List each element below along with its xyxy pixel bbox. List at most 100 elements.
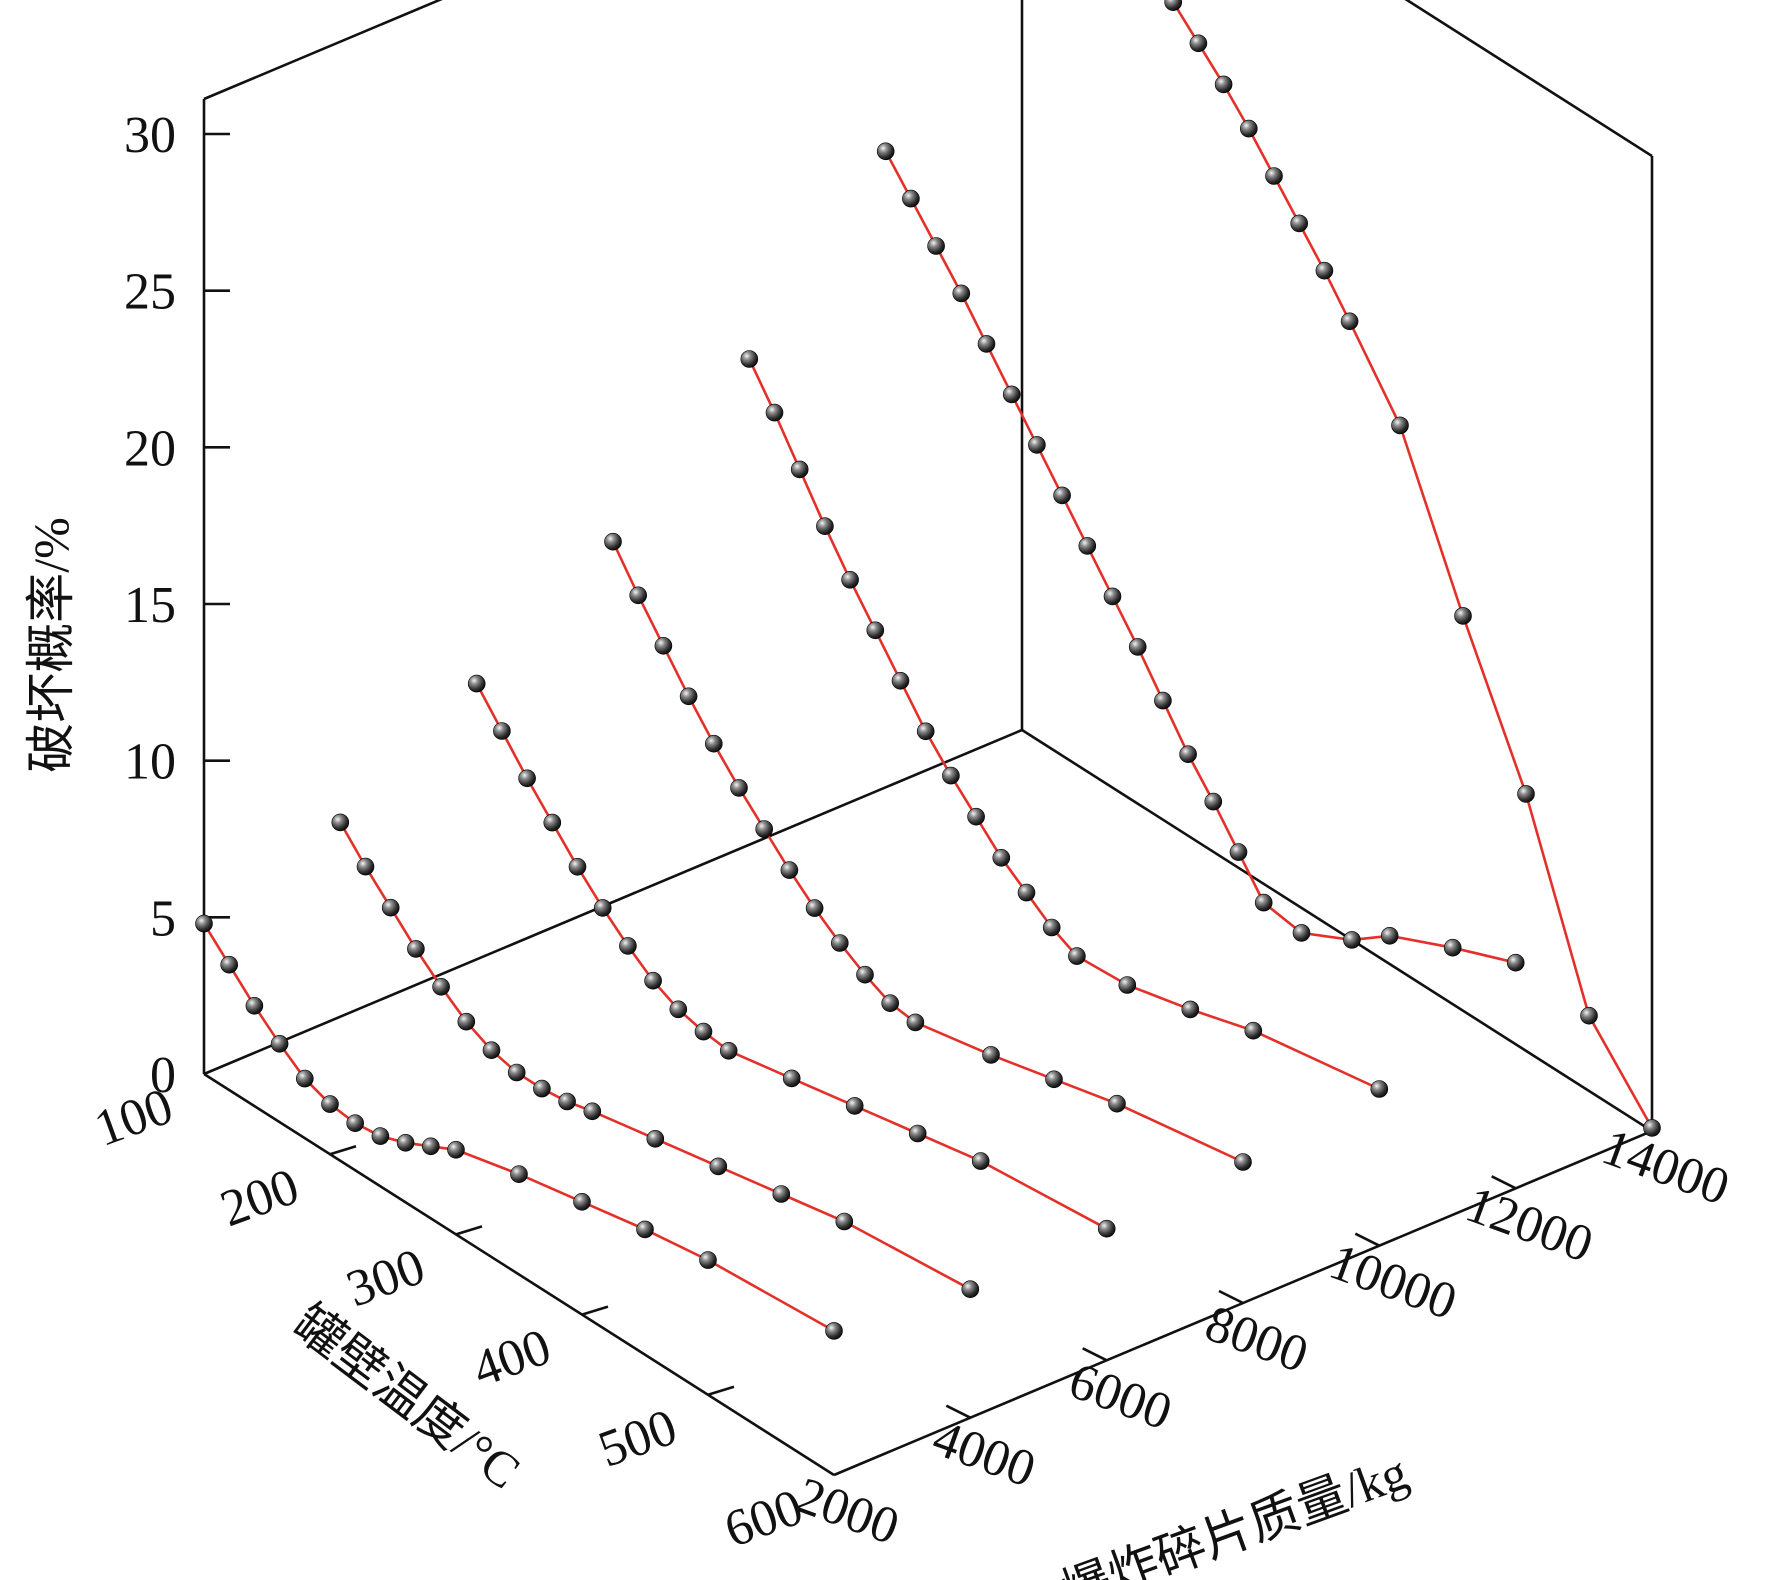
data-point — [967, 807, 985, 826]
data-point — [270, 1035, 289, 1053]
x-tick-label: 300 — [339, 1238, 432, 1318]
data-point — [507, 1063, 526, 1082]
series-2 — [467, 674, 1116, 1238]
data-point — [583, 1102, 602, 1121]
data-point — [1128, 638, 1147, 656]
data-series — [195, 0, 1661, 1340]
data-point — [381, 898, 400, 917]
data-point — [533, 1079, 551, 1098]
data-point — [1340, 312, 1359, 331]
data-point — [331, 813, 350, 832]
data-point — [1103, 587, 1122, 606]
data-point — [1343, 931, 1361, 949]
data-point — [195, 914, 213, 933]
data-point — [482, 1041, 501, 1059]
y-tick-label: 10000 — [1322, 1233, 1464, 1331]
data-point — [1078, 537, 1097, 555]
data-point — [604, 532, 622, 551]
data-point — [619, 937, 637, 955]
data-point — [558, 1092, 576, 1111]
data-point — [1042, 918, 1061, 937]
data-point — [805, 899, 824, 917]
data-point — [644, 971, 662, 990]
data-point — [1443, 938, 1462, 957]
series-4 — [740, 350, 1389, 1098]
data-point — [992, 848, 1011, 867]
data-point — [790, 460, 809, 479]
data-point — [356, 857, 375, 876]
series-5 — [876, 142, 1525, 972]
data-point — [1181, 1000, 1200, 1019]
data-point — [321, 1095, 339, 1113]
series-3 — [604, 532, 1252, 1171]
z-tick-label: 20 — [124, 420, 176, 477]
data-point — [952, 284, 971, 303]
data-point — [432, 977, 450, 996]
x-tick — [329, 1144, 357, 1156]
data-point — [245, 996, 264, 1015]
frame-edge — [203, 0, 443, 101]
data-point — [1154, 691, 1172, 710]
data-point — [1179, 745, 1197, 764]
data-point — [1517, 785, 1535, 803]
z-tick-label: 5 — [150, 890, 176, 947]
data-point — [1045, 1070, 1063, 1089]
frame-edge — [1021, 728, 1653, 1133]
x-tick — [581, 1305, 609, 1316]
x-tick — [707, 1385, 735, 1397]
data-point — [646, 1130, 665, 1148]
y-axis-title: 爆炸碎片质量/kg — [1054, 1443, 1415, 1580]
data-point — [1254, 893, 1273, 912]
data-point — [740, 350, 759, 368]
data-point — [568, 857, 587, 876]
data-point — [755, 820, 774, 838]
data-point — [1229, 843, 1248, 861]
data-point — [699, 1251, 717, 1269]
y-tick — [945, 1404, 971, 1419]
data-point — [906, 1013, 925, 1032]
data-point — [856, 965, 874, 984]
data-point — [510, 1165, 528, 1183]
y-tick-label: 2000 — [789, 1467, 906, 1556]
data-point — [220, 955, 238, 974]
data-point — [845, 1097, 864, 1115]
data-point — [1108, 1094, 1126, 1113]
series-line — [339, 821, 971, 1291]
data-point — [467, 674, 486, 693]
data-point — [982, 1046, 1000, 1064]
x-axis-title: 罐壁温度/°C — [283, 1294, 530, 1500]
data-point — [1391, 416, 1409, 435]
data-point — [816, 517, 834, 536]
frame-edge — [1404, 0, 1653, 158]
data-point — [780, 861, 799, 879]
data-point — [1017, 883, 1036, 902]
data-point — [1028, 436, 1046, 454]
y-tick — [1218, 1289, 1244, 1305]
series-line — [611, 541, 1244, 1164]
data-point — [371, 1127, 390, 1145]
z-tick-label: 25 — [124, 264, 176, 321]
data-point — [709, 1157, 728, 1176]
data-point — [457, 1012, 476, 1031]
data-point — [1506, 953, 1525, 972]
data-point — [876, 142, 895, 161]
data-point — [704, 734, 723, 753]
data-point — [1234, 1153, 1252, 1171]
y-tick-label: 14000 — [1595, 1118, 1737, 1216]
series-line — [1170, 0, 1654, 1129]
data-point — [1454, 607, 1472, 625]
data-point — [543, 813, 562, 832]
x-tick-label: 500 — [591, 1399, 684, 1479]
series-0 — [195, 914, 843, 1340]
z-tick-label: 0 — [150, 1047, 176, 1104]
series-line — [202, 922, 835, 1333]
data-point — [1290, 214, 1308, 233]
series-line — [748, 358, 1380, 1091]
axis-ticks — [204, 132, 1517, 1419]
data-point — [295, 1069, 314, 1088]
data-point — [493, 722, 511, 740]
data-point — [1315, 261, 1334, 280]
data-point — [942, 766, 960, 785]
data-point — [719, 1042, 738, 1060]
series-line — [475, 682, 1108, 1230]
